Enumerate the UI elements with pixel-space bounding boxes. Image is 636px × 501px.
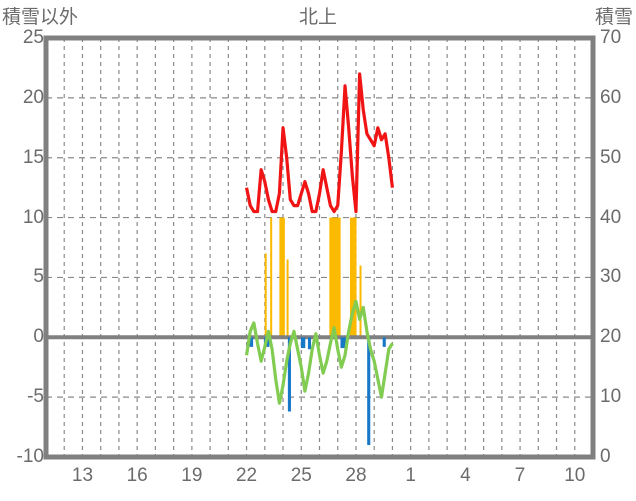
left-axis-tick: 25 <box>22 27 44 48</box>
x-axis-tick: 28 <box>345 465 367 486</box>
x-axis-tick: 16 <box>126 465 148 486</box>
x-axis-tick: 1 <box>405 465 416 486</box>
left-axis-tick: 15 <box>22 146 44 168</box>
right-axis-tick: 0 <box>600 446 611 467</box>
right-axis-tick: 70 <box>600 27 622 48</box>
right-axis-title: 積雪 <box>594 7 633 28</box>
precipitation-bar <box>270 217 273 338</box>
temperature-line <box>244 299 394 405</box>
x-axis-tick: 13 <box>71 465 94 486</box>
precipitation-bar <box>279 217 285 338</box>
precipitation-bar <box>264 253 267 338</box>
x-axis-tick: 22 <box>235 465 258 486</box>
right-axis-tick: 60 <box>600 86 622 108</box>
precipitation-bar <box>286 259 289 338</box>
left-axis-tick: -5 <box>27 386 44 408</box>
left-axis-title: 積雪以外 <box>2 7 79 28</box>
right-axis-tick: 20 <box>600 326 622 348</box>
plot-frame <box>43 35 596 460</box>
x-axis-tick: 25 <box>290 465 312 486</box>
x-axis-tick: 19 <box>181 465 203 486</box>
snow-depth-line <box>244 72 395 214</box>
right-axis-tick: 30 <box>600 266 622 288</box>
snowfall-bar <box>382 337 386 347</box>
snowfall-bar <box>249 337 254 347</box>
x-axis-tick: 10 <box>564 465 586 486</box>
left-axis-tick: -10 <box>16 446 44 467</box>
precipitation-bar <box>359 265 362 338</box>
snowfall-bar <box>300 337 306 349</box>
right-axis-tick: 10 <box>600 386 622 408</box>
left-axis-tick: 0 <box>33 326 44 348</box>
x-axis-tick: 7 <box>514 465 526 486</box>
right-axis-tick: 50 <box>600 146 622 168</box>
left-axis-tick: 10 <box>22 206 44 228</box>
left-axis-tick: 5 <box>33 266 44 288</box>
snowfall-bar <box>367 337 371 446</box>
right-axis-tick: 40 <box>600 206 622 228</box>
snowfall-bar <box>340 337 346 349</box>
precipitation-bar <box>349 217 357 338</box>
chart-title: 北上 <box>298 7 337 28</box>
left-axis-tick: 20 <box>22 86 44 108</box>
precipitation-bar <box>329 217 341 338</box>
snowfall-bar <box>287 337 291 412</box>
x-axis-tick: 4 <box>460 465 471 486</box>
snowfall-bar <box>307 337 312 350</box>
